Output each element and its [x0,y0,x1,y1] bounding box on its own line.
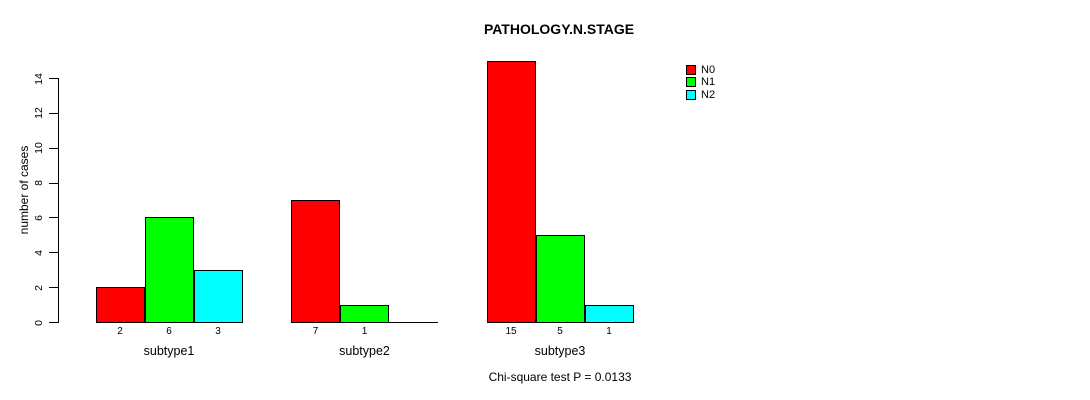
bar-n1 [535,234,585,323]
bar-n2 [584,304,634,323]
legend-swatch-n2 [686,90,696,101]
y-axis-tick-label: 0 [33,319,45,326]
bar-n2 [193,269,243,323]
y-axis-tick-label: 12 [33,107,45,120]
category-label-subtype2: subtype2 [339,344,390,358]
category-label-subtype1: subtype1 [143,344,195,358]
y-axis-tick-label: 8 [33,180,45,186]
y-axis-line [58,78,59,323]
bar-value-label: 5 [557,326,563,337]
bar-value-label: 1 [361,326,368,337]
y-axis-tick [49,112,58,114]
y-axis-tick-label: 4 [33,249,45,256]
legend-label: N1 [701,76,716,89]
legend-label: N0 [701,63,716,76]
y-axis-tick-label: 14 [33,72,45,85]
y-axis-tick [49,252,58,254]
y-axis-tick-label: 10 [33,142,45,155]
y-axis-tick [49,147,58,149]
bar-value-label: 7 [312,326,319,337]
bar-n2-zero [389,322,438,323]
chart-title: PATHOLOGY.N.STAGE [483,21,635,37]
legend-item-n2: N2 [686,89,715,101]
bar-n0 [486,60,536,323]
y-axis-tick [49,182,58,184]
chi-square-annotation: Chi-square test P = 0.0133 [488,370,632,384]
bar-value-label: 3 [215,326,221,337]
bar-value-label: 15 [505,326,517,337]
bar-n1 [144,217,194,323]
legend-swatch-n0 [686,64,696,75]
legend-item-n1: N1 [686,76,715,88]
bar-n0 [291,200,340,323]
y-axis-label: number of cases [17,145,31,235]
y-axis-tick [49,78,58,79]
legend-swatch-n1 [686,77,696,88]
bar-value-label: 2 [117,326,123,337]
bar-n1 [340,304,389,323]
y-axis-tick-label: 6 [33,215,45,221]
y-axis-tick [49,217,58,219]
bar-value-label: 6 [166,326,172,337]
bar-value-label: 1 [606,326,612,337]
legend-item-n0: N0 [686,64,715,76]
bar-n0 [95,287,145,323]
category-label-subtype3: subtype3 [534,344,586,358]
legend-label: N2 [701,89,716,102]
y-axis-tick-label: 2 [33,284,45,291]
y-axis-tick [49,322,58,323]
y-axis-tick [49,287,58,289]
